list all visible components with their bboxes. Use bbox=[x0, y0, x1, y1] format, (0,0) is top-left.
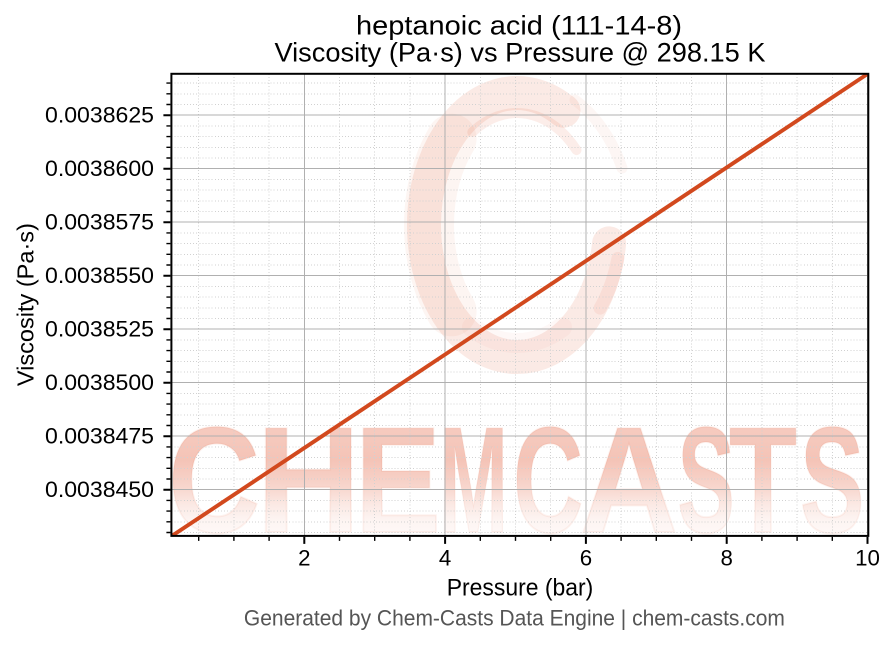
svg-text:A: A bbox=[580, 395, 678, 564]
svg-text:C: C bbox=[513, 395, 583, 564]
svg-text:Viscosity (Pa·s) vs Pressure @: Viscosity (Pa·s) vs Pressure @ 298.15 K bbox=[275, 38, 766, 68]
svg-text:Pressure (bar): Pressure (bar) bbox=[447, 574, 594, 601]
svg-text:0.0038550: 0.0038550 bbox=[45, 263, 154, 288]
svg-text:0.0038600: 0.0038600 bbox=[45, 156, 154, 181]
svg-text:2: 2 bbox=[298, 545, 310, 570]
svg-text:0.0038525: 0.0038525 bbox=[45, 317, 154, 342]
svg-text:M: M bbox=[439, 395, 508, 564]
svg-text:8: 8 bbox=[720, 545, 732, 570]
svg-text:0.0038575: 0.0038575 bbox=[45, 210, 154, 235]
svg-text:T: T bbox=[729, 395, 797, 564]
svg-text:Viscosity (Pa·s): Viscosity (Pa·s) bbox=[13, 223, 39, 386]
svg-text:E: E bbox=[355, 395, 441, 564]
svg-text:C: C bbox=[168, 395, 260, 564]
svg-text:S: S bbox=[678, 395, 735, 564]
svg-text:4: 4 bbox=[439, 545, 451, 570]
svg-text:H: H bbox=[256, 395, 361, 564]
svg-text:0.0038450: 0.0038450 bbox=[45, 477, 154, 502]
svg-text:0.0038500: 0.0038500 bbox=[45, 370, 154, 395]
svg-text:0.0038625: 0.0038625 bbox=[45, 103, 154, 128]
svg-text:6: 6 bbox=[580, 545, 592, 570]
svg-text:heptanoic acid (111-14-8): heptanoic acid (111-14-8) bbox=[356, 11, 682, 41]
svg-text:0.0038475: 0.0038475 bbox=[45, 424, 154, 449]
svg-text:Generated by Chem-Casts Data E: Generated by Chem-Casts Data Engine | ch… bbox=[244, 605, 785, 630]
svg-text:10: 10 bbox=[855, 545, 880, 570]
